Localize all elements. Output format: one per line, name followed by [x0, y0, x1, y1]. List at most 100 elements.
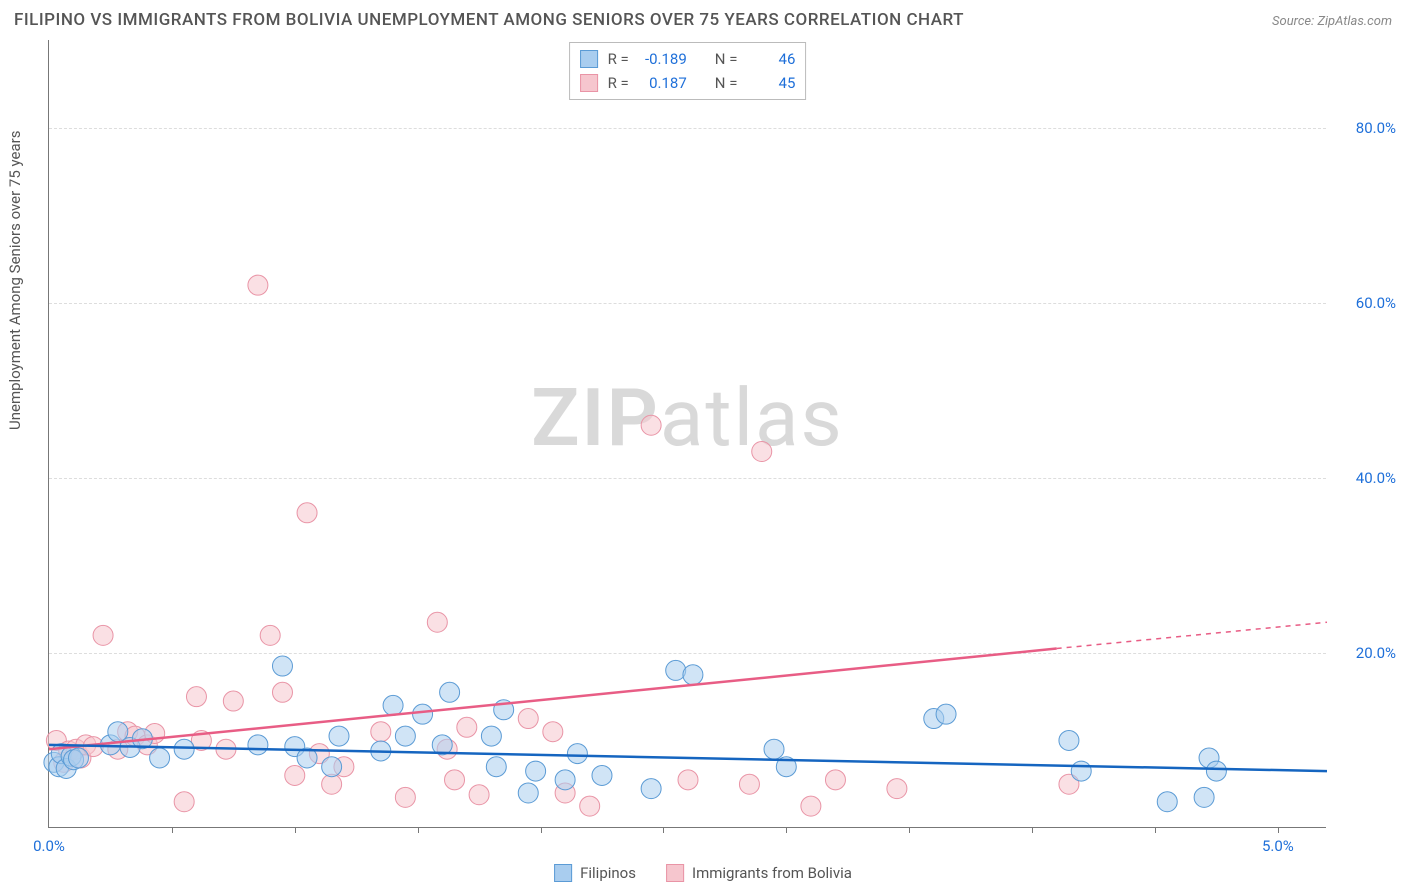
- bottom-legend: Filipinos Immigrants from Bolivia: [554, 864, 852, 882]
- data-point: [641, 779, 661, 799]
- legend-swatch-filipinos: [554, 864, 572, 882]
- y-tick-label: 80.0%: [1336, 119, 1396, 137]
- legend-label-bolivia: Immigrants from Bolivia: [692, 864, 852, 882]
- data-point: [678, 770, 698, 790]
- x-tick: [1032, 827, 1033, 833]
- y-tick-label: 40.0%: [1336, 469, 1396, 487]
- data-point: [1059, 730, 1079, 750]
- data-point: [427, 612, 447, 632]
- data-point: [1194, 787, 1214, 807]
- x-tick: [1155, 827, 1156, 833]
- data-point: [457, 717, 477, 737]
- data-point: [285, 765, 305, 785]
- data-point: [936, 704, 956, 724]
- data-point: [1071, 761, 1091, 781]
- data-point: [592, 765, 612, 785]
- data-point: [297, 503, 317, 523]
- swatch-filipinos: [580, 50, 598, 68]
- data-point: [272, 656, 292, 676]
- x-tick: [909, 827, 910, 833]
- legend-item-bolivia: Immigrants from Bolivia: [666, 864, 852, 882]
- data-point: [174, 792, 194, 812]
- data-point: [322, 774, 342, 794]
- trend-line: [49, 745, 1327, 771]
- legend-swatch-bolivia: [666, 864, 684, 882]
- x-tick: [172, 827, 173, 833]
- data-point: [445, 770, 465, 790]
- data-point: [1157, 792, 1177, 812]
- legend-item-filipinos: Filipinos: [554, 864, 636, 882]
- n-label-a: N =: [715, 50, 738, 68]
- stats-row-series-a: R = -0.189 N = 46: [580, 47, 796, 71]
- data-point: [580, 796, 600, 816]
- data-point: [825, 770, 845, 790]
- source-attribution: Source: ZipAtlas.com: [1272, 14, 1392, 29]
- data-point: [68, 748, 88, 768]
- n-value-a: 46: [747, 50, 795, 68]
- n-label-b: N =: [715, 74, 738, 92]
- data-point: [1206, 761, 1226, 781]
- y-tick-label: 60.0%: [1336, 294, 1396, 312]
- data-point: [93, 625, 113, 645]
- source-label: Source:: [1272, 14, 1314, 29]
- x-tick: [295, 827, 296, 833]
- source-value: ZipAtlas.com: [1317, 14, 1392, 29]
- data-point: [322, 757, 342, 777]
- x-tick: [541, 827, 542, 833]
- x-tick: [663, 827, 664, 833]
- data-point: [272, 682, 292, 702]
- data-point: [887, 779, 907, 799]
- data-point: [329, 726, 349, 746]
- data-point: [248, 735, 268, 755]
- data-point: [543, 722, 563, 742]
- x-tick: [418, 827, 419, 833]
- data-point: [641, 415, 661, 435]
- chart-title: FILIPINO VS IMMIGRANTS FROM BOLIVIA UNEM…: [14, 10, 964, 30]
- plot-area: ZIPatlas 20.0%40.0%60.0%80.0% R = -0.189…: [48, 40, 1326, 828]
- n-value-b: 45: [747, 74, 795, 92]
- data-point: [469, 785, 489, 805]
- data-point: [683, 665, 703, 685]
- data-point: [555, 770, 575, 790]
- data-point: [395, 787, 415, 807]
- data-point: [440, 682, 460, 702]
- data-point: [486, 757, 506, 777]
- x-label-left: 0.0%: [33, 837, 65, 855]
- data-point: [526, 761, 546, 781]
- data-point: [518, 709, 538, 729]
- stats-row-series-b: R = 0.187 N = 45: [580, 71, 796, 95]
- data-point: [567, 744, 587, 764]
- data-point: [518, 783, 538, 803]
- r-value-b: 0.187: [639, 74, 687, 92]
- scatter-svg: [49, 40, 1326, 827]
- data-point: [666, 660, 686, 680]
- x-label-right: 5.0%: [1262, 837, 1294, 855]
- legend-label-filipinos: Filipinos: [580, 864, 636, 882]
- data-point: [481, 726, 501, 746]
- data-point: [739, 774, 759, 794]
- trend-line: [1057, 622, 1327, 648]
- data-point: [174, 739, 194, 759]
- data-point: [752, 442, 772, 462]
- data-point: [371, 722, 391, 742]
- data-point: [223, 691, 243, 711]
- y-tick-label: 20.0%: [1336, 644, 1396, 662]
- x-tick: [786, 827, 787, 833]
- data-point: [260, 625, 280, 645]
- data-point: [413, 704, 433, 724]
- correlation-chart: FILIPINO VS IMMIGRANTS FROM BOLIVIA UNEM…: [0, 0, 1406, 892]
- data-point: [801, 796, 821, 816]
- data-point: [248, 275, 268, 295]
- data-point: [150, 748, 170, 768]
- swatch-bolivia: [580, 74, 598, 92]
- data-point: [395, 726, 415, 746]
- r-value-a: -0.189: [639, 50, 687, 68]
- data-point: [383, 695, 403, 715]
- x-tick: [1278, 827, 1279, 833]
- stats-legend-box: R = -0.189 N = 46 R = 0.187 N = 45: [569, 42, 807, 100]
- data-point: [764, 739, 784, 759]
- data-point: [186, 687, 206, 707]
- r-label-a: R =: [608, 50, 629, 68]
- r-label-b: R =: [608, 74, 629, 92]
- y-axis-label: Unemployment Among Seniors over 75 years: [6, 131, 24, 430]
